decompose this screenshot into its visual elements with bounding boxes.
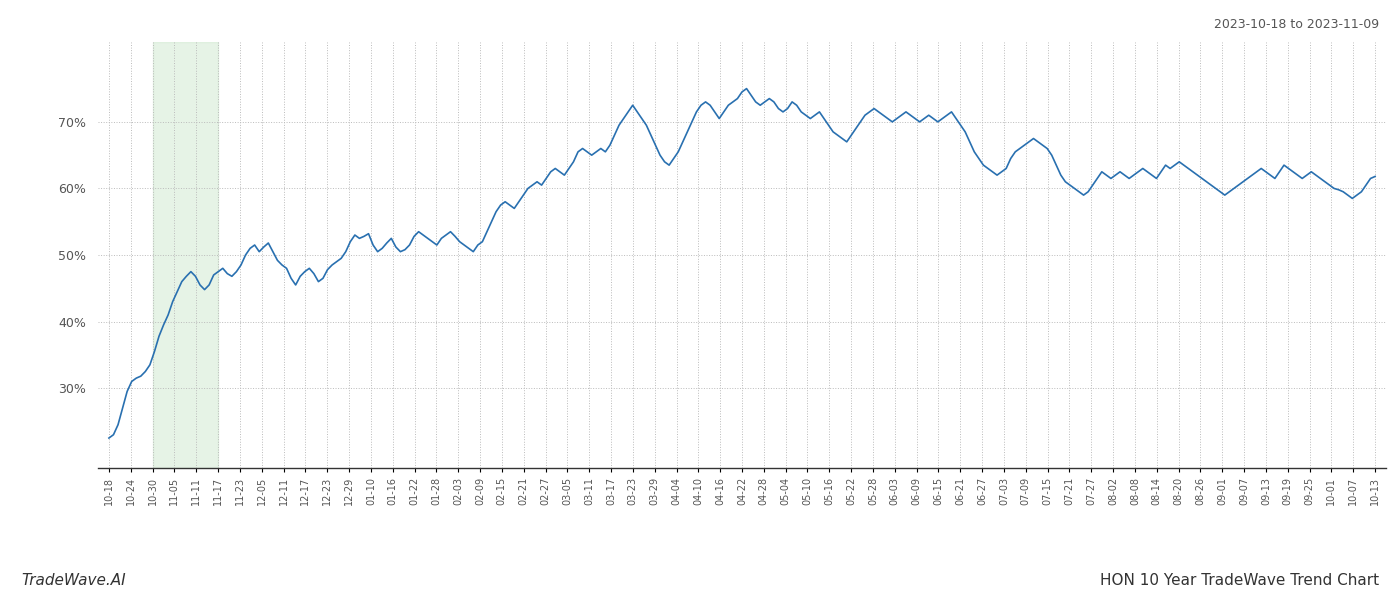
Text: 2023-10-18 to 2023-11-09: 2023-10-18 to 2023-11-09 — [1214, 18, 1379, 31]
Bar — [153, 42, 218, 468]
Text: TradeWave.AI: TradeWave.AI — [21, 573, 126, 588]
Text: HON 10 Year TradeWave Trend Chart: HON 10 Year TradeWave Trend Chart — [1100, 573, 1379, 588]
